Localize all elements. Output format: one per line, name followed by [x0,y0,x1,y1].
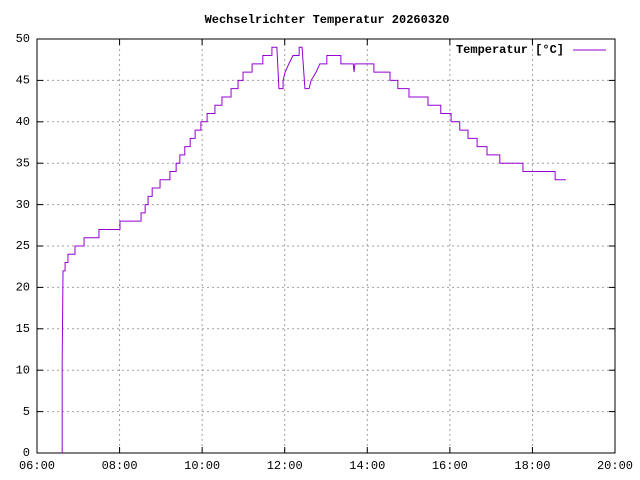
y-tick-label: 25 [16,239,30,253]
plot-frame [36,38,616,454]
chart-title: Wechselrichter Temperatur 20260320 [205,13,450,27]
x-tick-label: 16:00 [432,459,468,473]
y-tick-label: 40 [16,115,30,129]
y-tick-label: 50 [16,32,30,46]
x-tick-label: 10:00 [184,459,220,473]
y-tick-label: 45 [16,74,30,88]
data-line [61,46,566,453]
x-tick-label: 12:00 [267,459,303,473]
x-tick-label: 06:00 [19,459,55,473]
y-tick-label: 15 [16,322,30,336]
y-tick-label: 0 [23,446,30,460]
legend-label: Temperatur [°C] [456,43,564,57]
x-tick-label: 18:00 [514,459,550,473]
x-tick-label: 14:00 [349,459,385,473]
y-tick-label: 35 [16,156,30,170]
y-tick-label: 20 [16,281,30,295]
y-tick-label: 10 [16,363,30,377]
x-tick-label: 20:00 [597,459,633,473]
x-tick-label: 08:00 [102,459,138,473]
y-tick-label: 30 [16,198,30,212]
y-tick-label: 5 [23,405,30,419]
